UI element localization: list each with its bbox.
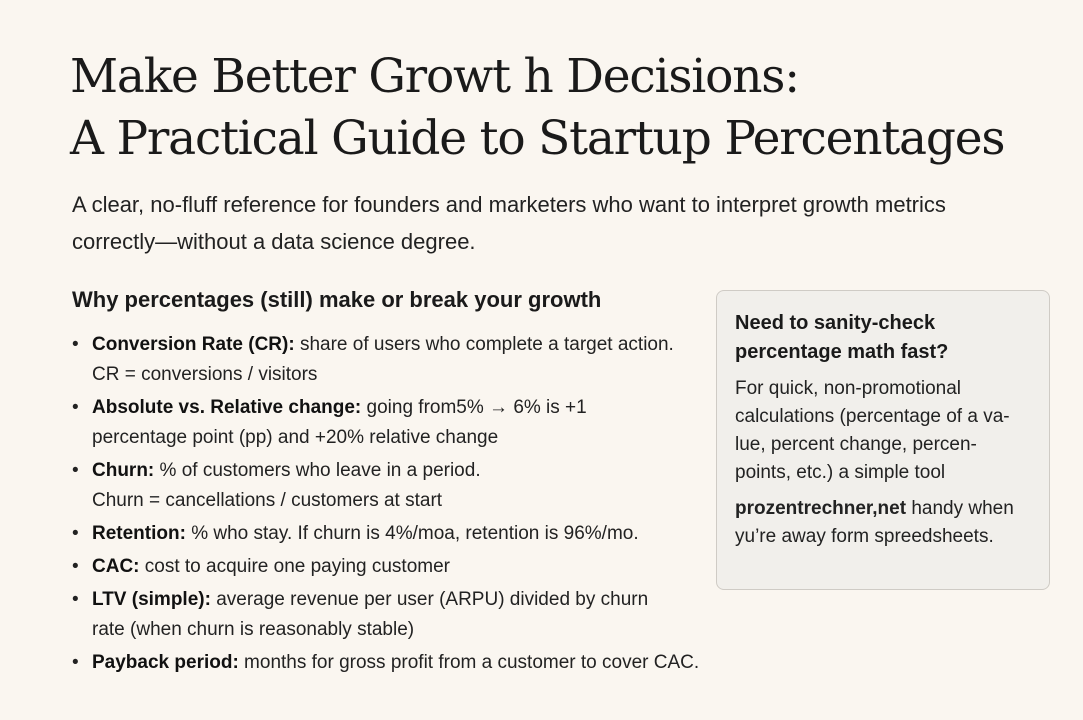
bullet-icon: • bbox=[72, 556, 79, 577]
bullet-icon: • bbox=[72, 589, 79, 610]
callout-body: For quick, non-promotional calculations … bbox=[735, 378, 1010, 483]
list-item-ltv: • LTV (simple): average revenue per user … bbox=[72, 585, 672, 645]
section-heading: Why percentages (still) make or break yo… bbox=[72, 287, 602, 312]
metrics-list: • Conversion Rate (CR): share of users wh… bbox=[72, 330, 722, 681]
title-line-1: Make Better Growt h Decisions: bbox=[70, 49, 800, 104]
subtitle: A clear, no-fluff reference for founders… bbox=[72, 192, 946, 254]
bullet-icon: • bbox=[72, 523, 79, 544]
bullet-icon: • bbox=[72, 652, 79, 673]
bullet-icon: • bbox=[72, 460, 79, 481]
title-line-2: A Practical Guide to Startup Percentages bbox=[70, 111, 1005, 166]
list-item-cac: • CAC: cost to acquire one paying custome… bbox=[72, 552, 722, 582]
callout-link[interactable]: prozentrechner,net bbox=[735, 498, 907, 519]
callout-footer: prozentrechner,net handy when yu’re away… bbox=[735, 498, 1014, 547]
list-item-payback: • Payback period: months for gross profit… bbox=[72, 648, 812, 678]
list-item-retention: • Retention: % who stay. If churn is 4%/m… bbox=[72, 519, 722, 549]
callout-heading: Need to sanity-check percentage math fas… bbox=[735, 312, 949, 363]
bullet-icon: • bbox=[72, 334, 79, 355]
bullet-icon: • bbox=[72, 397, 79, 418]
list-item-absolute-relative: • Absolute vs. Relative change: going fro… bbox=[72, 393, 622, 453]
page-title: Make Better Growt h Decisions: A Practic… bbox=[70, 46, 1005, 170]
callout-box: Need to sanity-check percentage math fas… bbox=[716, 290, 1050, 590]
list-item-conversion-rate: • Conversion Rate (CR): share of users wh… bbox=[72, 330, 692, 390]
list-item-churn: • Churn: % of customers who leave in a pe… bbox=[72, 456, 532, 516]
